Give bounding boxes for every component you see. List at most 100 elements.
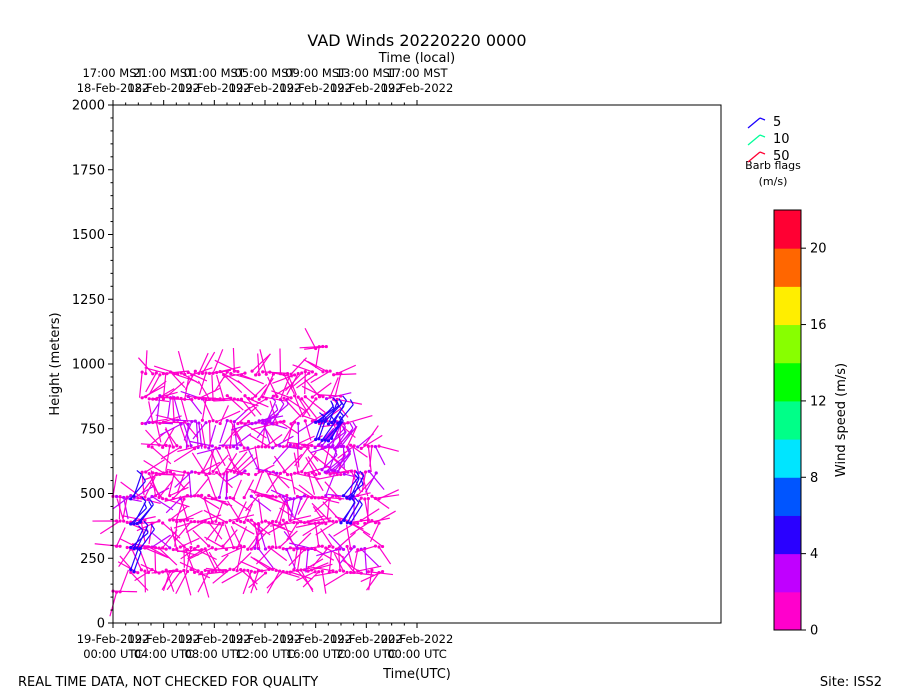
wind-barb xyxy=(242,569,253,595)
wind-barb xyxy=(294,445,310,467)
wind-barb xyxy=(224,524,236,550)
wind-barb xyxy=(328,533,346,552)
wind-barb xyxy=(254,519,275,538)
wind-barb xyxy=(310,563,333,572)
wind-barb xyxy=(310,471,324,492)
top-axis-label: Time (local) xyxy=(378,51,455,66)
wind-barb xyxy=(231,521,255,535)
wind-barb xyxy=(271,390,293,400)
x-tick-time: 16:00 UTC xyxy=(286,647,346,661)
wind-barb xyxy=(303,395,326,413)
wind-barb xyxy=(231,479,242,501)
wind-barb xyxy=(192,529,211,548)
wind-barb xyxy=(196,446,221,455)
wind-barb xyxy=(266,569,285,589)
colorbar-tick-label: 12 xyxy=(810,394,827,409)
wind-barb xyxy=(150,494,174,511)
wind-barb xyxy=(254,464,275,477)
wind-barb xyxy=(267,376,279,399)
top-x-tick-date: 18-Feb-2022 xyxy=(127,81,200,95)
wind-barb xyxy=(138,370,144,398)
top-x-tick-time: 13:00 MST xyxy=(336,66,398,80)
wind-barb xyxy=(310,382,332,399)
wind-barb xyxy=(129,527,149,550)
colorbar-tick-label: 4 xyxy=(810,547,818,562)
wind-barb xyxy=(202,399,215,423)
wind-barb xyxy=(317,427,335,447)
wind-barb xyxy=(289,472,296,495)
wind-barb xyxy=(326,421,347,447)
y-axis: 0 250 500 750 1000 1250 1500 1750 2000 xyxy=(72,99,113,632)
wind-barb xyxy=(148,373,162,395)
wind-barb xyxy=(175,497,186,523)
x-tick-date: 19-Feb-2022 xyxy=(77,632,150,646)
footer-site: Site: ISS2 xyxy=(820,675,882,690)
wind-barb xyxy=(166,570,182,591)
wind-barb xyxy=(349,518,374,536)
wind-barb xyxy=(285,371,304,392)
wind-barb xyxy=(354,544,378,553)
wind-barb xyxy=(246,568,258,591)
colorbar-tick-label: 8 xyxy=(810,471,818,486)
y-axis-label: Height (meters) xyxy=(48,312,63,415)
wind-barb xyxy=(326,397,338,426)
wind-barb xyxy=(303,370,307,395)
top-x-tick-time: 01:00 MST xyxy=(184,66,246,80)
wind-barb xyxy=(298,484,317,500)
wind-barb xyxy=(143,546,168,551)
wind-barb xyxy=(132,469,143,498)
wind-barb xyxy=(187,547,207,560)
wind-barb xyxy=(377,489,400,501)
wind-barb xyxy=(180,544,200,560)
top-x-tick-date: 18-Feb-2022 xyxy=(77,81,150,95)
wind-barb xyxy=(320,569,327,594)
x-tick-time: 00:00 UTC xyxy=(83,647,143,661)
wind-barb xyxy=(169,398,194,402)
top-x-tick-time: 21:00 MST xyxy=(133,66,195,80)
wind-barb xyxy=(284,494,307,503)
wind-barb xyxy=(144,367,169,376)
wind-barb xyxy=(274,500,286,524)
barb-legend-label: 10 xyxy=(773,132,790,147)
wind-barb xyxy=(293,486,314,500)
wind-barb xyxy=(140,443,168,448)
wind-barb xyxy=(268,472,293,482)
wind-barb xyxy=(320,528,335,549)
wind-barb xyxy=(317,400,334,424)
wind-barb xyxy=(324,570,349,587)
x-tick-time: 08:00 UTC xyxy=(185,647,245,661)
wind-barb xyxy=(205,521,221,541)
wind-barb xyxy=(211,454,229,474)
wind-barb xyxy=(118,494,122,520)
x-tick-date: 19-Feb-2022 xyxy=(229,632,302,646)
wind-barb xyxy=(349,469,357,496)
colorbar-segment xyxy=(774,515,801,555)
wind-barb xyxy=(307,473,316,495)
wind-barb xyxy=(157,479,174,500)
wind-barb xyxy=(223,371,247,378)
x-tick-date: 19-Feb-2022 xyxy=(330,632,403,646)
wind-barb xyxy=(112,493,133,510)
wind-barb xyxy=(362,531,385,549)
wind-barb xyxy=(296,395,311,417)
colorbar-segment xyxy=(774,591,801,631)
wind-barb xyxy=(206,474,218,500)
wind-barb xyxy=(161,521,181,539)
wind-barb xyxy=(263,372,275,396)
wind-barb xyxy=(272,373,297,384)
wind-barb xyxy=(159,422,183,436)
x-axis-label: Time(UTC) xyxy=(382,667,451,682)
wind-barb xyxy=(305,457,318,477)
y-tick-label: 0 xyxy=(97,617,105,632)
wind-barb xyxy=(180,493,204,499)
wind-barb xyxy=(341,471,360,498)
wind-barb xyxy=(177,350,187,376)
colorbar-segment xyxy=(774,477,801,516)
wind-barb xyxy=(210,497,233,507)
wind-barb xyxy=(259,349,268,376)
wind-barb xyxy=(207,448,215,476)
wind-barb xyxy=(337,550,342,572)
wind-barb xyxy=(174,470,194,488)
wind-barb xyxy=(296,372,318,389)
wind-barb xyxy=(200,351,216,376)
